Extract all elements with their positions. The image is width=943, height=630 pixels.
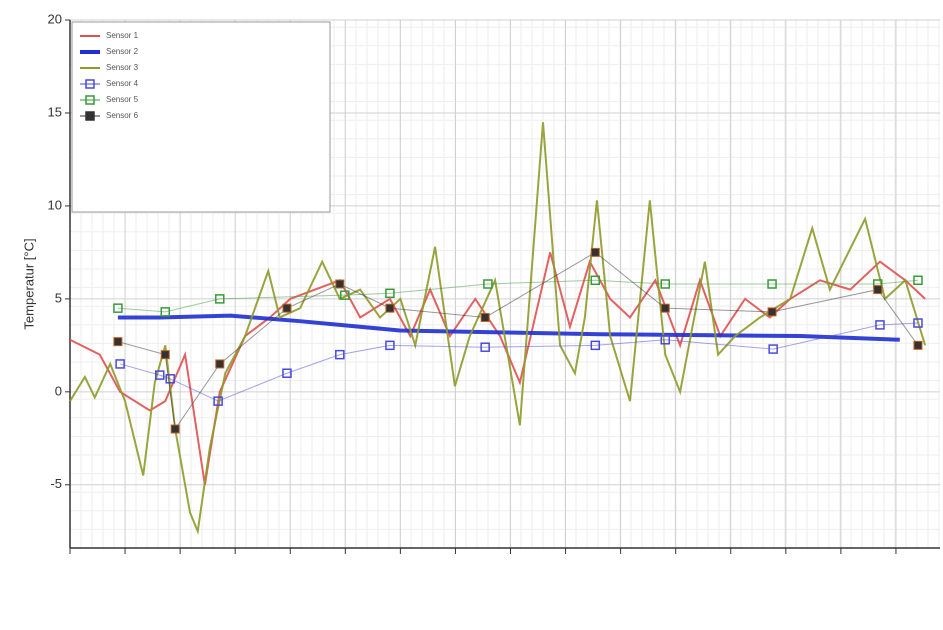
marker bbox=[385, 303, 395, 313]
marker bbox=[767, 307, 777, 317]
marker bbox=[385, 340, 395, 351]
series-line bbox=[117, 313, 900, 342]
marker bbox=[913, 275, 923, 286]
y-tick-label: 15 bbox=[48, 104, 62, 119]
legend-label: Sensor 2 bbox=[106, 47, 139, 56]
marker bbox=[590, 247, 600, 257]
series-line bbox=[117, 279, 919, 313]
legend-marker bbox=[85, 111, 95, 121]
marker bbox=[215, 294, 225, 304]
y-tick-label: -5 bbox=[50, 476, 62, 491]
legend-label: Sensor 1 bbox=[106, 31, 139, 40]
legend: Sensor 1 Sensor 2 Sensor 3 Sensor 4 Sensor 5… bbox=[71, 21, 331, 213]
y-tick-label: 5 bbox=[55, 290, 62, 305]
marker bbox=[767, 279, 777, 289]
marker bbox=[873, 285, 883, 295]
marker bbox=[483, 279, 493, 289]
marker bbox=[170, 424, 180, 434]
legend-label: Sensor 6 bbox=[106, 111, 139, 120]
marker bbox=[155, 370, 165, 380]
marker bbox=[213, 396, 223, 406]
marker bbox=[160, 307, 171, 317]
marker bbox=[913, 340, 923, 350]
marker bbox=[480, 342, 490, 352]
marker bbox=[875, 320, 885, 330]
marker bbox=[340, 290, 350, 300]
marker bbox=[590, 275, 601, 286]
legend-marker bbox=[85, 79, 95, 89]
y-tick-label: 10 bbox=[48, 197, 62, 212]
marker bbox=[660, 303, 670, 313]
y-tick-label: 0 bbox=[55, 383, 62, 398]
marker bbox=[590, 340, 601, 351]
marker bbox=[160, 350, 170, 360]
marker bbox=[660, 279, 670, 289]
legend-label: Sensor 5 bbox=[106, 95, 139, 104]
marker bbox=[115, 359, 125, 369]
marker bbox=[480, 312, 490, 322]
legend-label: Sensor 3 bbox=[106, 63, 139, 72]
legend-label: Sensor 4 bbox=[106, 79, 139, 88]
marker bbox=[215, 359, 225, 369]
marker bbox=[282, 303, 292, 313]
marker bbox=[335, 279, 345, 289]
marker bbox=[913, 318, 923, 328]
marker bbox=[768, 344, 778, 354]
marker bbox=[282, 368, 292, 378]
marker bbox=[385, 288, 395, 299]
marker bbox=[113, 303, 123, 313]
marker bbox=[165, 374, 175, 384]
y-tick-label: 20 bbox=[48, 11, 62, 26]
series-line bbox=[119, 322, 918, 402]
legend-box bbox=[71, 21, 331, 213]
marker bbox=[335, 349, 345, 360]
legend-marker bbox=[85, 95, 95, 105]
marker bbox=[660, 335, 670, 345]
marker bbox=[113, 337, 123, 347]
y-axis-label: Temperatur [°C] bbox=[21, 238, 36, 329]
